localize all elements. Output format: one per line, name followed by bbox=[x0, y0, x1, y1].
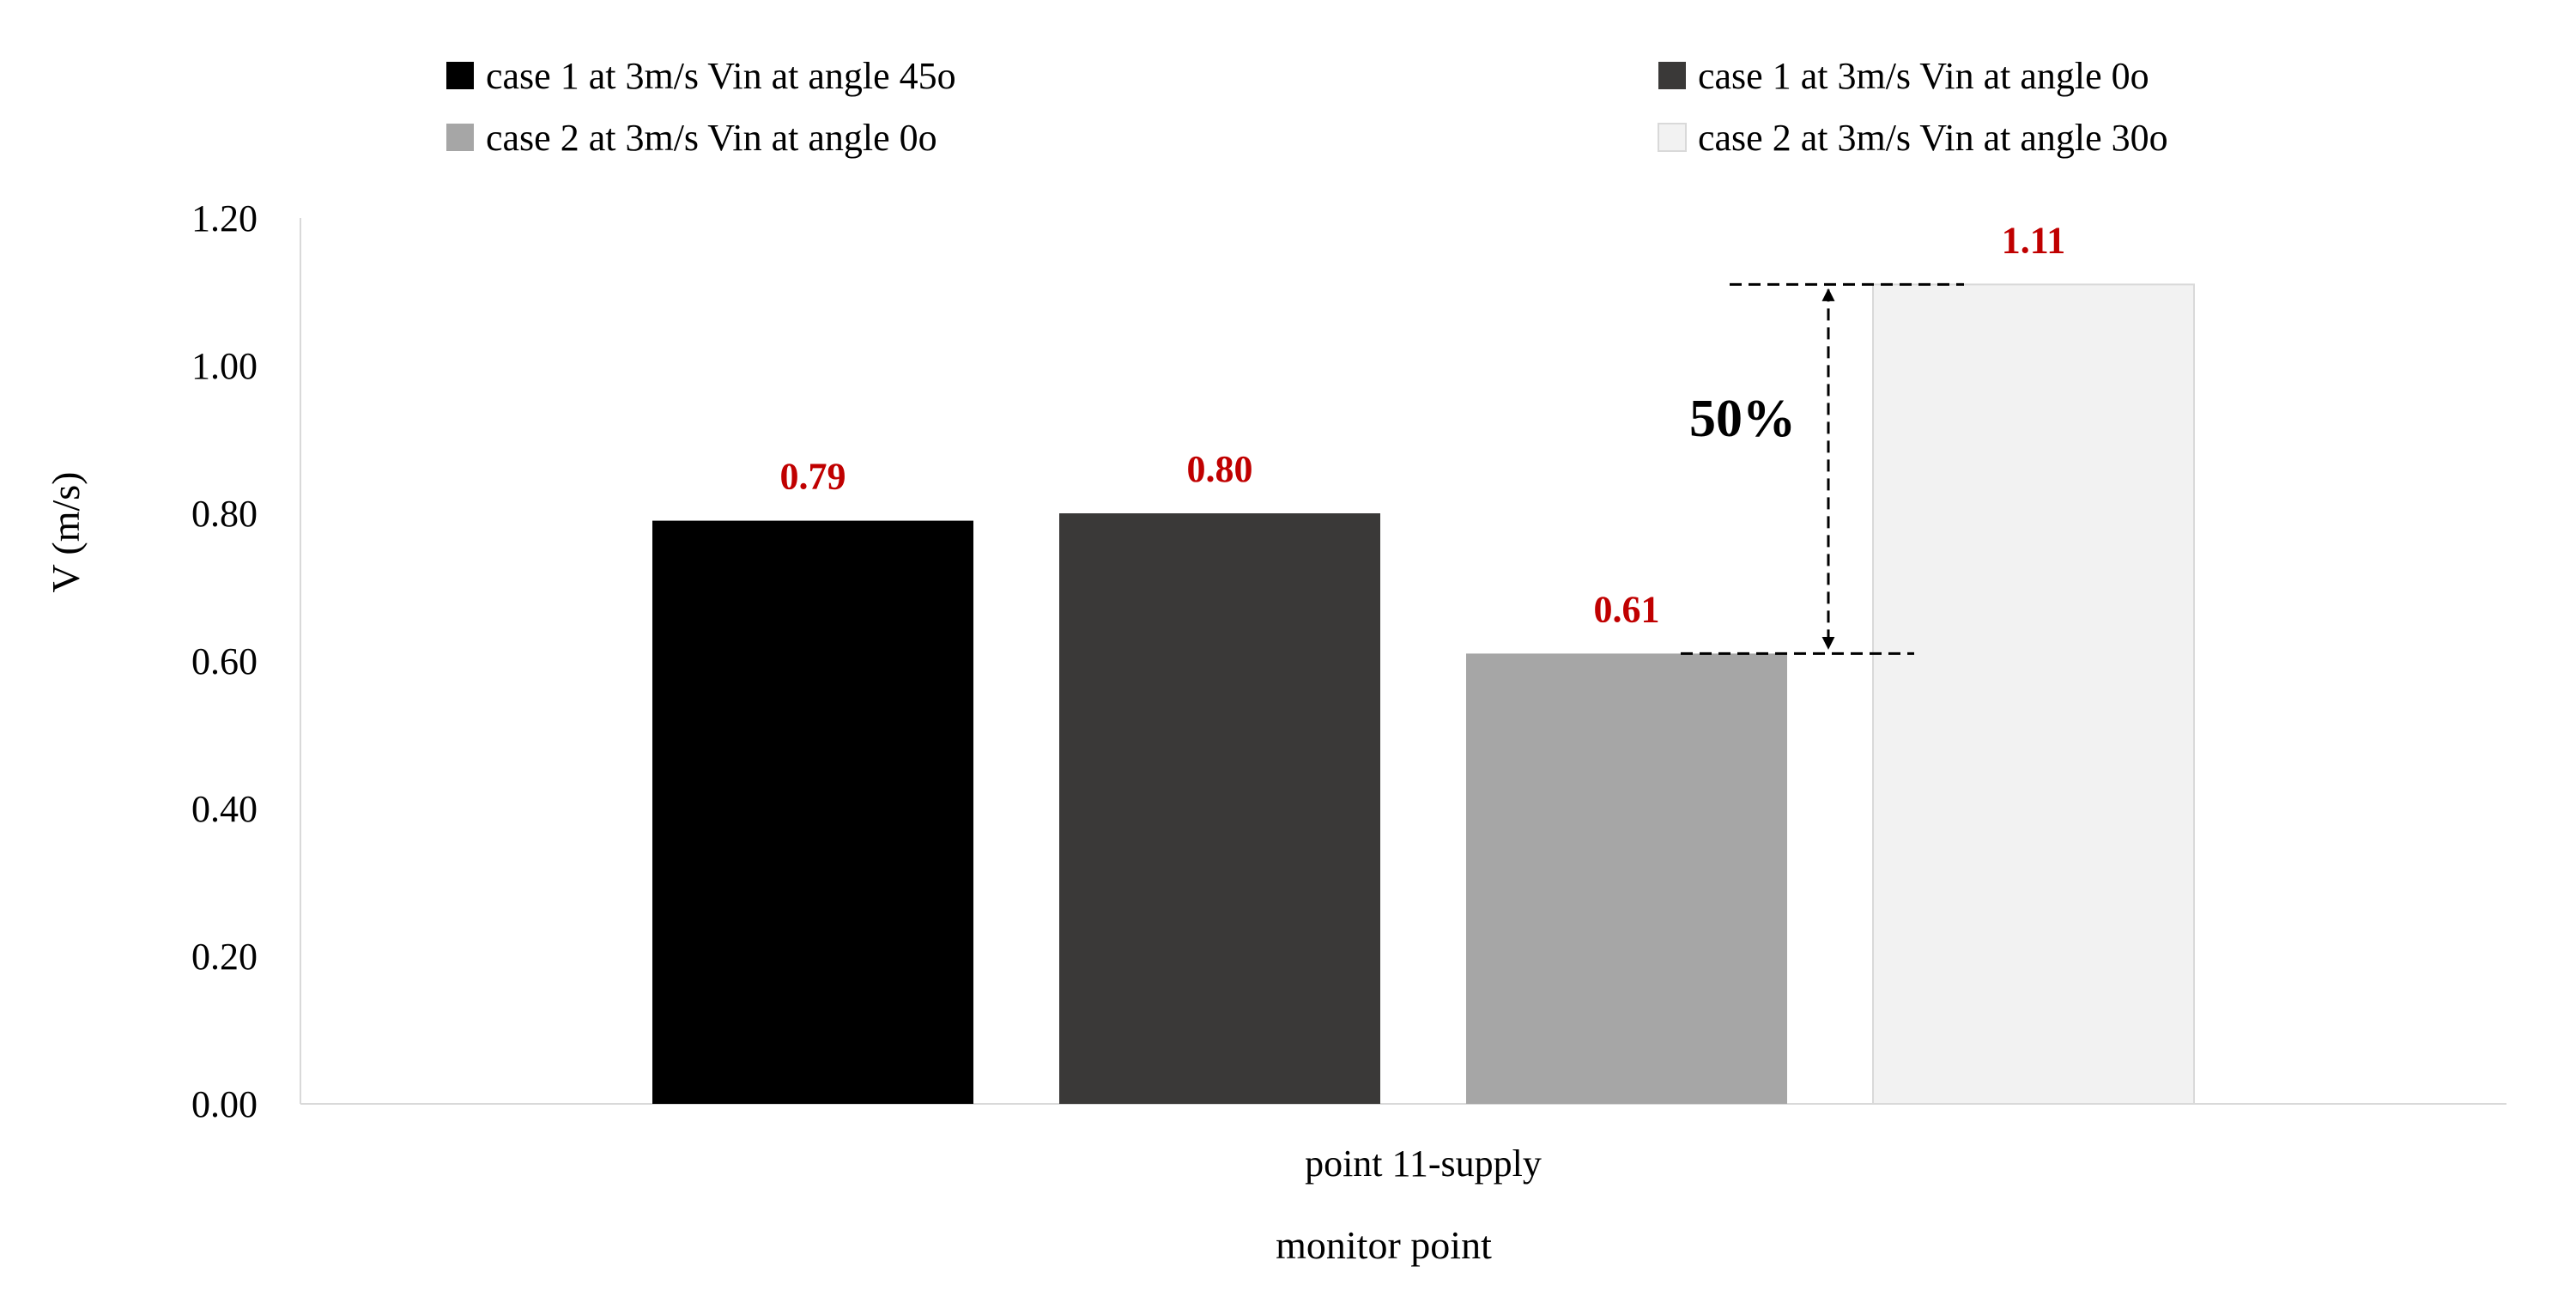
y-axis-title: V (m/s) bbox=[44, 472, 88, 593]
bar-value-label: 0.61 bbox=[1594, 588, 1660, 630]
legend-label: case 2 at 3m/s Vin at angle 0o bbox=[486, 117, 937, 159]
difference-annotation: 50% bbox=[1681, 282, 1964, 655]
y-tick-label: 0.40 bbox=[191, 788, 258, 830]
y-tick-label: 0.60 bbox=[191, 640, 258, 682]
y-tick-label: 0.20 bbox=[191, 936, 258, 978]
bars bbox=[652, 283, 2195, 1105]
legend-label: case 1 at 3m/s Vin at angle 0o bbox=[1698, 55, 2149, 97]
y-tick-label: 0.80 bbox=[191, 493, 258, 535]
legend-swatch bbox=[1658, 62, 1686, 89]
bar-4 bbox=[1872, 283, 2195, 1105]
legend-label: case 1 at 3m/s Vin at angle 45o bbox=[486, 55, 956, 97]
legend: case 1 at 3m/s Vin at angle 45o case 1 at… bbox=[446, 55, 2168, 159]
annotation-label: 50% bbox=[1689, 390, 1796, 448]
bar-3 bbox=[1466, 653, 1787, 1104]
bar-1 bbox=[652, 520, 973, 1104]
legend-label: case 2 at 3m/s Vin at angle 30o bbox=[1698, 117, 2168, 159]
x-category-label: point 11-supply bbox=[1305, 1142, 1542, 1185]
y-tick-label: 0.00 bbox=[191, 1083, 258, 1125]
bar-value-label: 0.80 bbox=[1187, 448, 1253, 490]
y-tick-label: 1.00 bbox=[191, 345, 258, 387]
bar-2 bbox=[1059, 513, 1380, 1104]
legend-swatch bbox=[446, 62, 474, 89]
legend-swatch bbox=[446, 124, 474, 151]
bar-value-label: 1.11 bbox=[2002, 219, 2066, 261]
bar-value-label: 0.79 bbox=[780, 456, 846, 498]
y-tick-label: 1.20 bbox=[191, 197, 258, 239]
y-axis-ticks: 0.00 0.20 0.40 0.60 0.80 1.00 1.20 bbox=[191, 197, 258, 1125]
legend-swatch bbox=[1658, 123, 1687, 152]
x-axis-title: monitor point bbox=[1276, 1223, 1492, 1267]
value-labels: 0.79 0.80 0.61 1.11 bbox=[780, 219, 2066, 630]
